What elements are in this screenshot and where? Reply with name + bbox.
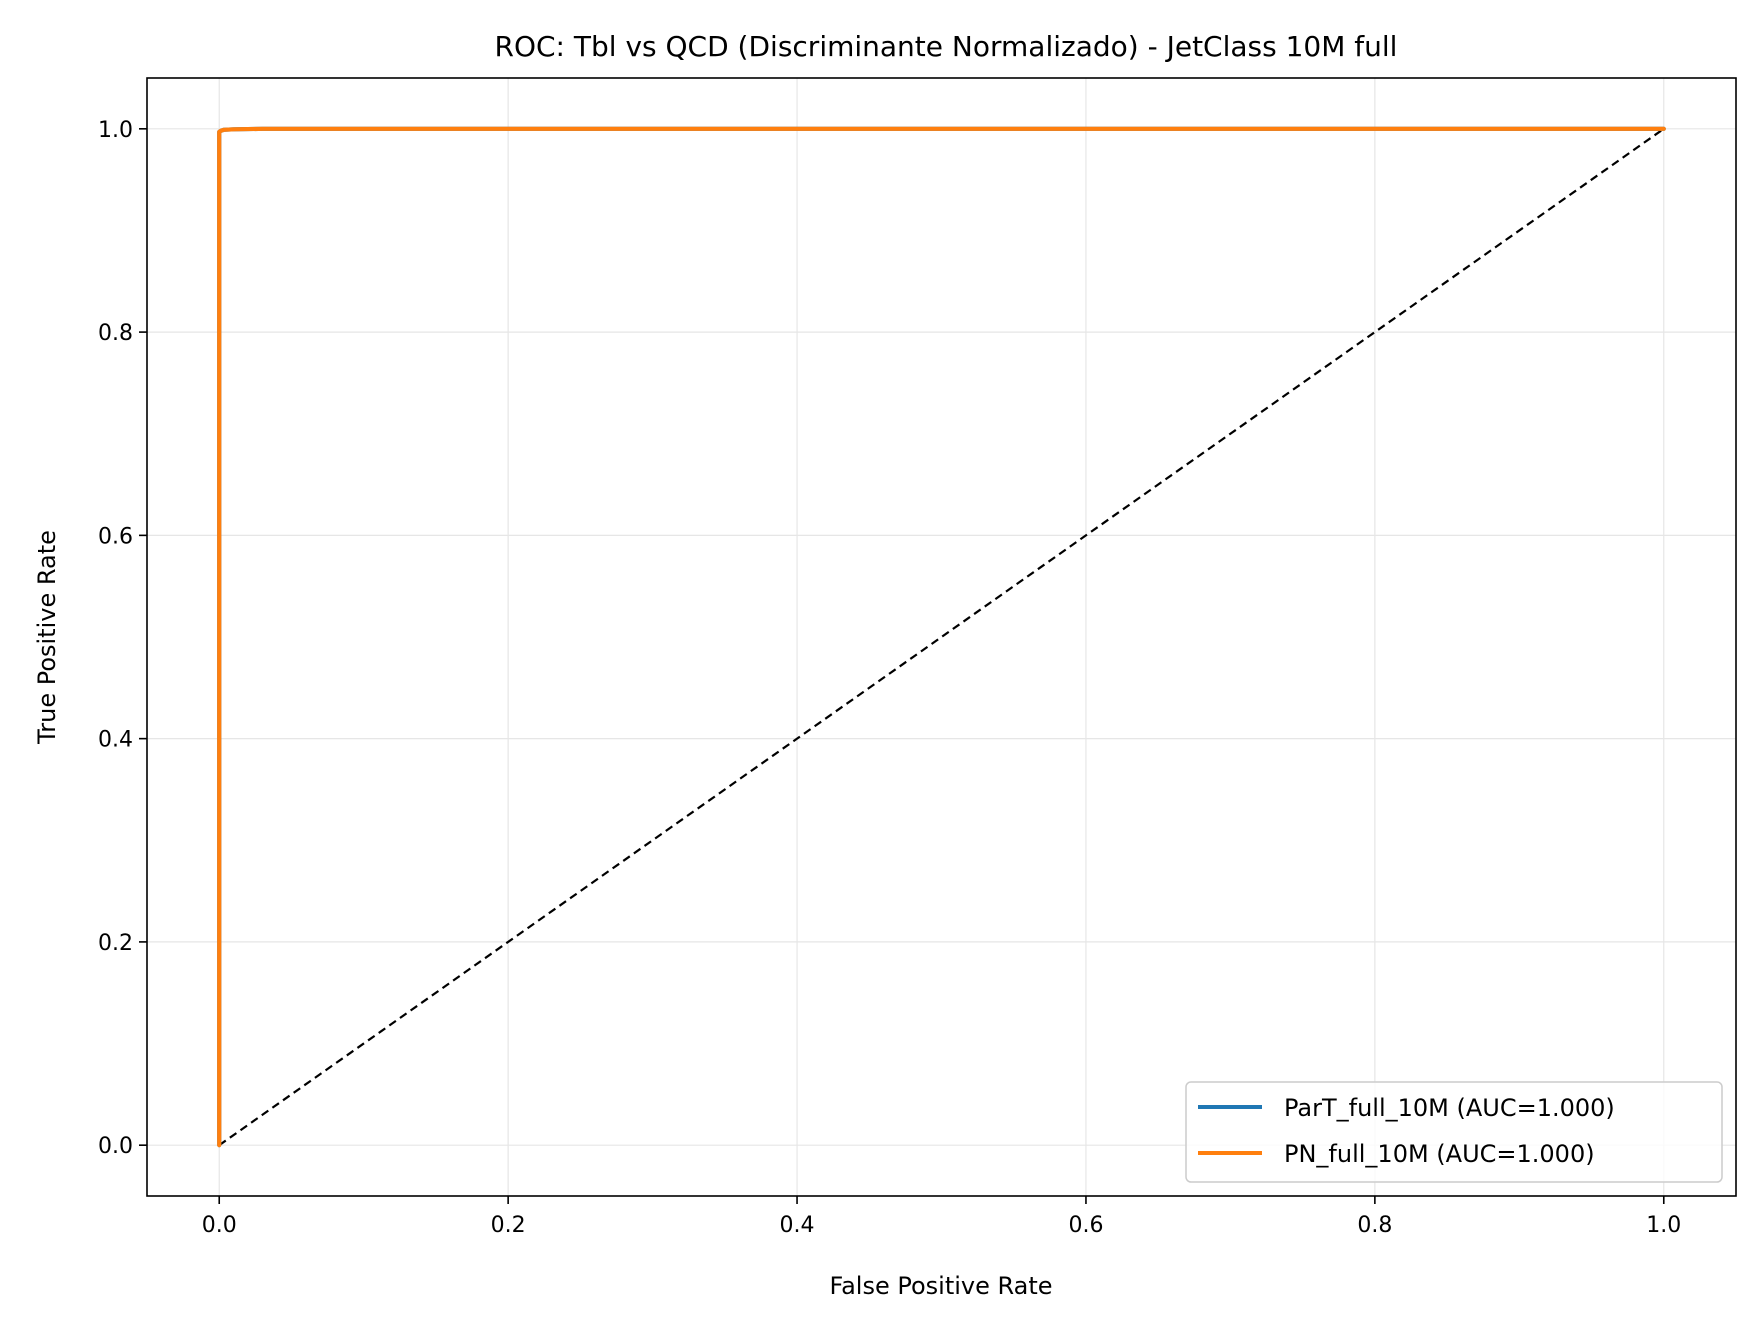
y-tick-label: 0.2: [98, 931, 133, 956]
x-tick-label: 0.4: [780, 1213, 815, 1238]
x-tick-label: 0.6: [1068, 1213, 1103, 1238]
y-tick-label: 0.4: [98, 728, 133, 753]
roc-curve-series-1: [217, 126, 1666, 1148]
x-axis-label: False Positive Rate: [829, 1272, 1052, 1300]
chart-title: ROC: Tbl vs QCD (Discriminante Normaliza…: [495, 30, 1398, 63]
legend-label-pn: PN_full_10M (AUC=1.000): [1284, 1140, 1595, 1168]
random-classifier-line: [218, 127, 1665, 1147]
plot-area: [217, 126, 1666, 1148]
x-tick-label: 0.0: [202, 1213, 237, 1238]
y-axis-label: True Positive Rate: [33, 530, 61, 745]
legend-label-part: ParT_full_10M (AUC=1.000): [1284, 1094, 1615, 1122]
legend: ParT_full_10M (AUC=1.000) PN_full_10M (A…: [1185, 1081, 1723, 1183]
y-tick-label: 0.8: [98, 321, 133, 346]
y-tick-label: 0.6: [98, 524, 133, 549]
y-tick-label: 1.0: [98, 118, 133, 143]
grid: [147, 78, 1736, 1196]
axes-frame: [146, 77, 1737, 1197]
y-tick-label: 0.0: [98, 1134, 133, 1159]
axis-ticks: 0.0 0.2 0.4 0.6 0.8 1.0 0.0 0.2 0.4 0.6 0.8 1.0: [98, 118, 1681, 1238]
x-tick-label: 0.8: [1357, 1213, 1392, 1238]
legend-box: [1185, 1081, 1723, 1183]
x-tick-label: 1.0: [1646, 1213, 1681, 1238]
x-tick-label: 0.2: [491, 1213, 526, 1238]
